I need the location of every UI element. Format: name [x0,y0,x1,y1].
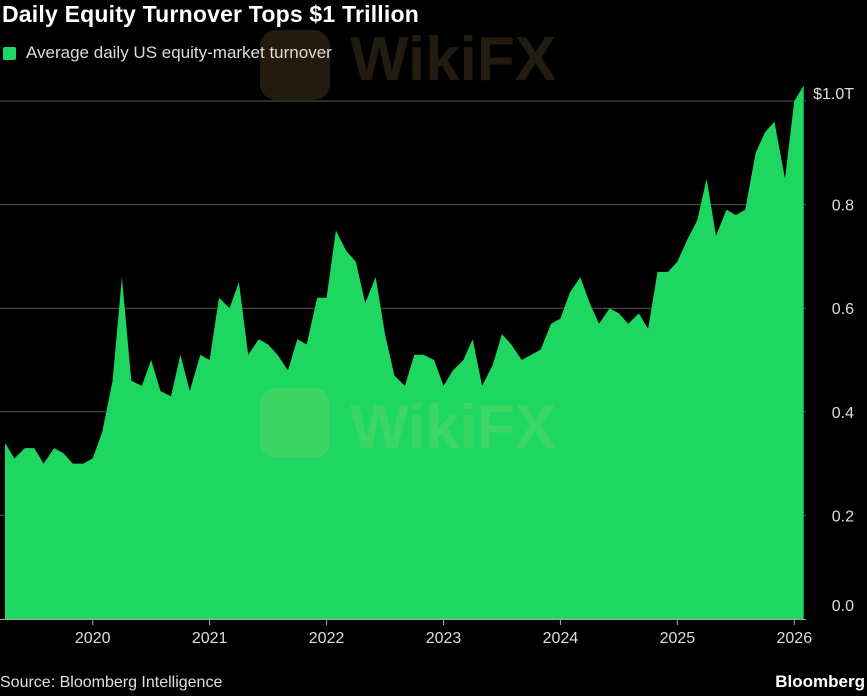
series-area-layer [5,85,804,619]
legend: Average daily US equity-market turnover [3,43,332,63]
x-tick-label: 2021 [192,630,228,647]
x-tick-label: 2020 [75,630,111,647]
legend-swatch [3,46,16,60]
x-tick-label: 2024 [543,630,579,647]
x-tick-label: 2022 [309,630,345,647]
y-tick-label: 0.6 [832,301,854,318]
series-area [5,85,804,619]
x-tick-label: 2023 [426,630,462,647]
source-note: Source: Bloomberg Intelligence [0,674,223,691]
legend-label: Average daily US equity-market turnover [26,43,332,62]
brand-logo: Bloomberg [775,672,865,691]
y-tick-label: 0.2 [832,508,854,525]
y-tick-label: 0.8 [832,198,854,215]
x-axis: 2020 2021 2022 2023 2024 2025 2026 [0,619,812,647]
chart-svg: 2020 2021 2022 2023 2024 2025 2026 0.00.20.40.… [0,85,854,647]
y-tick-label: 0.0 [832,598,854,615]
x-tick-label: 2025 [660,630,696,647]
y-axis-labels: 0.0 0.2 0.4 0.6 0.8 $1.0T [813,86,854,615]
chart-title: Daily Equity Turnover Tops $1 Trillion [2,1,419,27]
y-tick-label: $1.0T [813,86,854,103]
y-tick-label: 0.4 [832,405,854,422]
x-tick-label: 2026 [777,630,813,647]
